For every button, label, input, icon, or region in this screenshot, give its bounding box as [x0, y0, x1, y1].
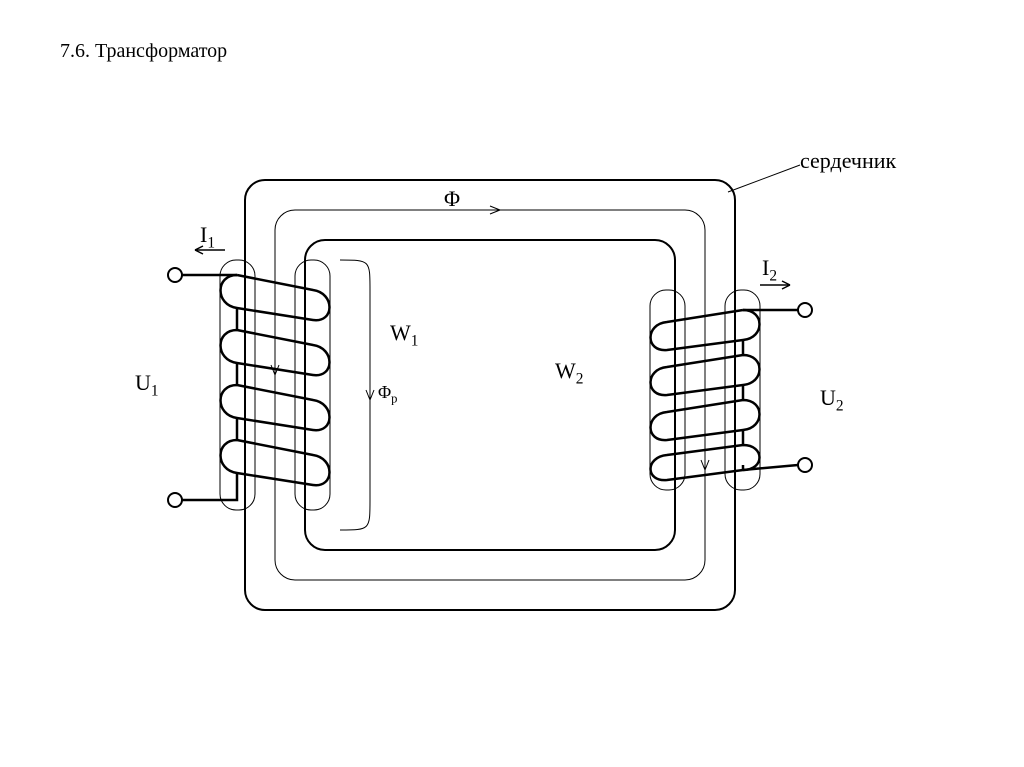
- flux-loop: [275, 210, 705, 580]
- secondary-winding: [651, 310, 799, 480]
- w2-sub: 2: [576, 370, 584, 387]
- i2-label: I2: [762, 255, 777, 285]
- flux-leak-label: Φp: [378, 382, 397, 407]
- primary-winding: [182, 275, 330, 500]
- w1-sub: 1: [411, 332, 419, 349]
- w2-letter: W: [555, 358, 576, 383]
- u2-sub: 2: [836, 397, 844, 414]
- u1-sub: 1: [151, 382, 159, 399]
- flux-phi-label: Φ: [444, 186, 460, 212]
- core-label: сердечник: [800, 148, 896, 174]
- u1-letter: U: [135, 370, 151, 395]
- core-label-leader: [728, 165, 800, 192]
- core-inner: [305, 240, 675, 550]
- i1-sub: 1: [207, 234, 215, 251]
- w1-letter: W: [390, 320, 411, 345]
- flux-leak-phi: Φ: [378, 382, 391, 402]
- u2-label: U2: [820, 385, 844, 415]
- i2-sub: 2: [769, 267, 777, 284]
- w1-label: W1: [390, 320, 418, 350]
- u1-label: U1: [135, 370, 159, 400]
- primary-terminal-top: [168, 268, 182, 282]
- i1-label: I1: [200, 222, 215, 252]
- leakage-flux-left: [340, 260, 370, 530]
- u2-letter: U: [820, 385, 836, 410]
- flux-leak-sub: p: [391, 392, 397, 406]
- w2-label: W2: [555, 358, 583, 388]
- secondary-terminal-bottom: [798, 458, 812, 472]
- primary-terminal-bottom: [168, 493, 182, 507]
- secondary-terminal-top: [798, 303, 812, 317]
